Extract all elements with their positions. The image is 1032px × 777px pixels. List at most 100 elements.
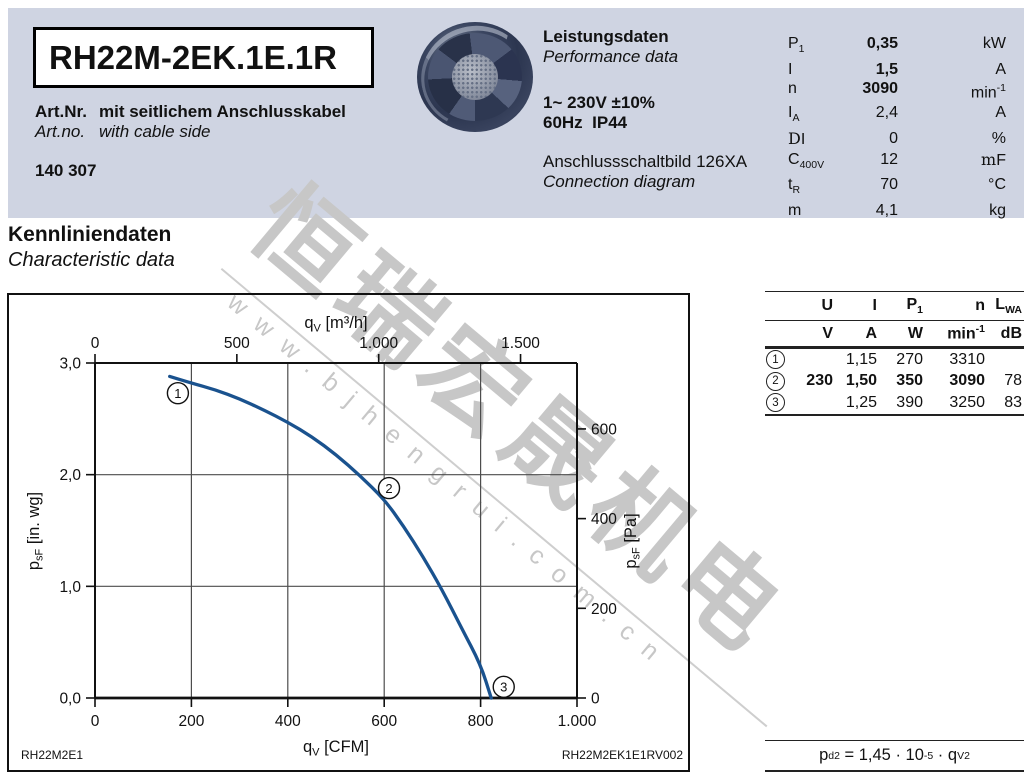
curve-point-label: 3: [500, 680, 507, 695]
tick-label-bottom: 200: [178, 713, 204, 730]
spec-value: 4,1: [875, 202, 898, 220]
op-header-cell: U: [821, 297, 833, 314]
formula-mid2: · q: [933, 746, 958, 764]
spec-value: 70: [880, 176, 898, 194]
spec-row: C400V 12 mF: [788, 150, 1006, 176]
curve-point-label: 2: [385, 481, 392, 496]
spec-unit: °C: [988, 176, 1006, 194]
axis-title-left: psF [in. wg]: [25, 492, 46, 570]
spec-row: m 4,1 kg: [788, 201, 1006, 221]
spec-label: I: [788, 60, 793, 78]
spec-row: tR 70 °C: [788, 175, 1006, 201]
spec-row: IA 2,4 A: [788, 103, 1006, 129]
frequency-ip-spec: 60Hz IP44: [543, 113, 628, 132]
tick-label-bottom: 800: [468, 713, 494, 730]
spec-label: n: [788, 80, 797, 98]
performance-title-en: Performance data: [543, 47, 679, 66]
art-desc-en: with cable side: [99, 122, 211, 141]
op-unit-cell: W: [907, 324, 923, 342]
chart-canvas: 0 500 1.000 1.500 qV [m³/h] 0 200 400 600 800 1.00…: [25, 314, 643, 759]
curve-point-marker: [166, 381, 190, 405]
row-number-badge: 2: [766, 371, 785, 391]
tick-label-top: 1.000: [359, 335, 398, 352]
spec-label: IA: [788, 104, 800, 125]
op-unit-cell: dB: [1000, 324, 1022, 342]
tick-label-left: 0,0: [59, 691, 81, 708]
tick-label-top: 500: [224, 335, 250, 352]
op-value-cell: 350: [896, 372, 923, 390]
section-title-de: Kennliniendaten: [8, 223, 172, 246]
op-value-cell: 1,15: [845, 350, 877, 368]
spec-value: 1,5: [875, 60, 898, 78]
op-header-cell: LWA: [995, 295, 1022, 317]
curve-point-marker: [377, 476, 401, 500]
article-info: Art.Nr. mit seitlichem Anschlusskabel Ar…: [35, 102, 346, 142]
connection-diagram-en: Connection diagram: [543, 172, 696, 191]
tick-label-bottom: 0: [91, 713, 100, 730]
formula-mid: = 1,45 · 10: [839, 746, 924, 764]
op-value-cell: 230: [806, 372, 833, 390]
formula-symbol: p: [819, 746, 829, 764]
voltage-spec: 1~ 230V ±10%: [543, 93, 655, 112]
spec-value: 0: [889, 130, 898, 148]
article-number: 140 307: [35, 161, 97, 180]
chart-code-right: RH22M2EK1E1RV002: [561, 748, 683, 762]
curve-point-marker: [492, 675, 515, 699]
chart-code-left: RH22M2E1: [21, 748, 84, 762]
tick-label-bottom: 600: [371, 713, 397, 730]
op-unit-cell: V: [822, 324, 833, 342]
spec-row: n 3090 min-1: [788, 79, 1006, 103]
spec-label: m: [788, 202, 802, 220]
op-header-cell: P1: [906, 295, 923, 317]
performance-title-de: Leistungsdaten: [543, 27, 669, 46]
tick-label-top: 1.500: [501, 335, 540, 352]
op-value-cell: 390: [896, 393, 923, 411]
formula-exponent: -5: [923, 749, 934, 762]
row-number-badge: 1: [766, 350, 785, 370]
model-title: RH22M-2EK.1E.1R: [49, 38, 337, 76]
spec-unit: mF: [981, 149, 1006, 169]
fan-impeller-icon: [417, 22, 533, 132]
formula-symbol-sub: d2: [828, 749, 840, 762]
spec-unit: A: [995, 60, 1006, 78]
op-data-row: 3 1,25 390 3250 83: [765, 392, 1024, 414]
performance-block: Leistungsdaten Performance data 1~ 230V …: [543, 27, 747, 192]
op-value-cell: 270: [896, 350, 923, 368]
art-nr-label: Art.Nr.: [35, 102, 87, 121]
op-value-cell: 78: [1004, 372, 1022, 390]
curve-point-label: 1: [174, 386, 181, 401]
section-title-en: Characteristic data: [8, 249, 175, 271]
spec-label: C400V: [788, 150, 825, 171]
op-value-cell: 3310: [949, 350, 985, 368]
op-unit-cell: min-1: [947, 323, 985, 343]
spec-value: 12: [880, 150, 898, 168]
spec-value: 2,4: [875, 104, 898, 122]
spec-unit: A: [995, 104, 1006, 122]
tick-label-bottom: 1.000: [558, 713, 597, 730]
axis-title-right: psF [Pa]: [622, 513, 643, 568]
spec-value: 0,35: [866, 35, 898, 52]
tick-label-top: 0: [91, 335, 100, 352]
fan-curve-chart: 0 500 1.000 1.500 qV [m³/h] 0 200 400 600 800 1.00…: [7, 293, 690, 772]
op-header-cell: n: [975, 297, 985, 314]
tick-label-bottom: 400: [275, 713, 301, 730]
op-value-cell: 1,50: [845, 372, 877, 390]
spec-unit: %: [991, 130, 1006, 148]
tick-label-right: 400: [591, 511, 617, 528]
connection-diagram-de: Anschlussschaltbild 126XA: [543, 152, 748, 171]
tick-label-right: 600: [591, 421, 617, 438]
op-data-row: 2 230 1,50 350 3090 78: [765, 371, 1024, 393]
fan-photo: [417, 22, 533, 132]
spec-row: DI 0%: [788, 129, 1006, 150]
op-value-cell: 1,25: [845, 393, 877, 411]
characteristic-curve: [168, 374, 493, 700]
art-desc-de: mit seitlichem Anschlusskabel: [99, 102, 346, 121]
axis-title-top: qV [m³/h]: [304, 314, 367, 335]
tick-label-left: 1,0: [59, 579, 81, 596]
axis-title-bottom: qV [CFM]: [303, 738, 369, 759]
